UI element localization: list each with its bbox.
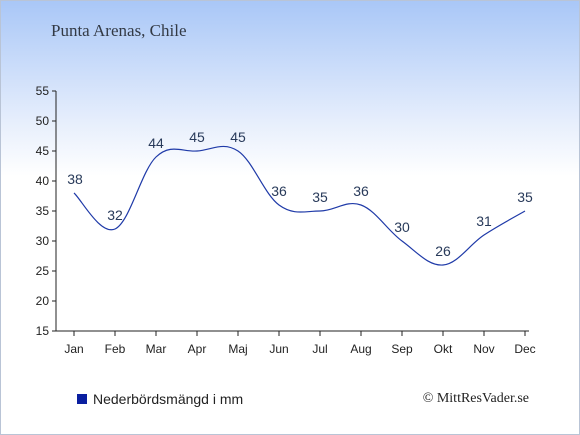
x-tick-label: Nov (473, 342, 494, 356)
data-label: 44 (148, 135, 164, 151)
y-tick-label: 45 (36, 144, 50, 158)
chart-title: Punta Arenas, Chile (51, 21, 187, 40)
y-tick-label: 35 (36, 204, 50, 218)
data-label: 45 (189, 129, 205, 145)
x-tick-label: Apr (188, 342, 207, 356)
data-label: 36 (271, 183, 287, 199)
data-label: 36 (353, 183, 369, 199)
x-tick-label: Sep (391, 342, 413, 356)
legend: Nederbördsmängd i mm (77, 391, 243, 407)
x-tick-label: Aug (350, 342, 371, 356)
data-label: 30 (394, 219, 410, 235)
y-tick-label: 20 (36, 294, 50, 308)
x-tick-label: Jun (269, 342, 288, 356)
y-tick-label: 15 (36, 324, 50, 338)
data-label: 35 (517, 189, 533, 205)
data-label: 35 (312, 189, 328, 205)
data-label: 26 (435, 243, 451, 259)
x-tick-label: Mar (146, 342, 167, 356)
y-tick-label: 30 (36, 234, 50, 248)
y-tick-label: 25 (36, 264, 50, 278)
credit-text: © MittResVader.se (422, 391, 529, 406)
data-label: 32 (107, 207, 123, 223)
legend-swatch (77, 394, 87, 404)
y-tick-label: 40 (36, 174, 50, 188)
x-tick-label: Dec (514, 342, 535, 356)
y-tick-label: 50 (36, 114, 50, 128)
series-line (73, 145, 526, 266)
y-tick-label: 55 (36, 84, 50, 98)
x-tick-label: Maj (228, 342, 247, 356)
x-tick-label: Okt (434, 342, 453, 356)
x-tick-label: Jan (64, 342, 83, 356)
x-tick-label: Feb (105, 342, 126, 356)
data-label: 45 (230, 129, 246, 145)
x-tick-label: Jul (312, 342, 327, 356)
data-label: 38 (67, 171, 83, 187)
data-label: 31 (476, 213, 492, 229)
legend-label: Nederbördsmängd i mm (93, 391, 244, 407)
